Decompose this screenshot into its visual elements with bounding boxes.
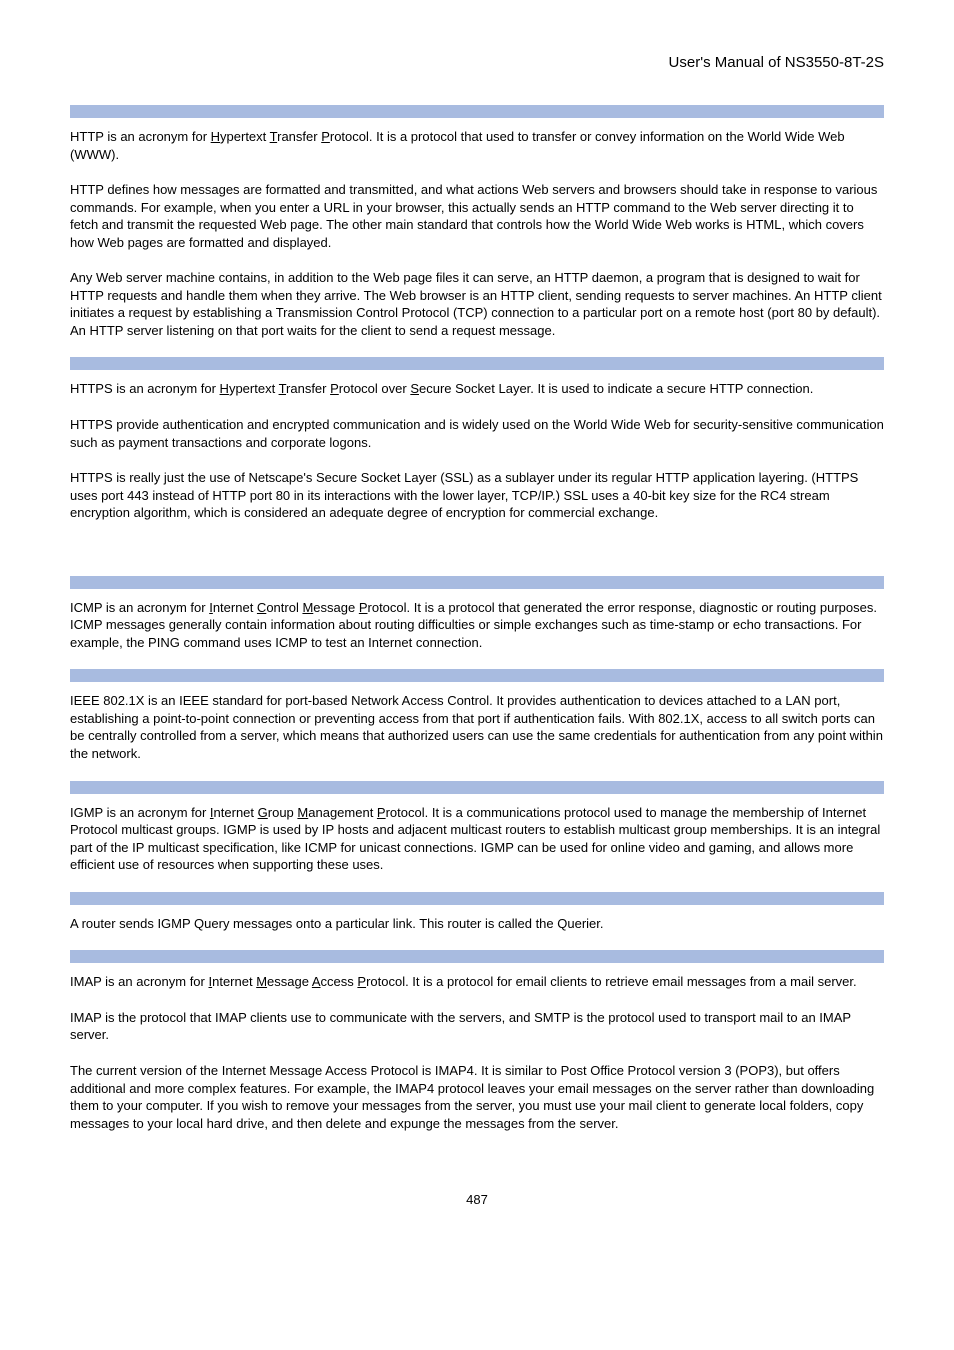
text: ccess <box>321 974 358 989</box>
imap-paragraph-3: The current version of the Internet Mess… <box>70 1062 884 1132</box>
section-bar-igmp <box>70 781 884 794</box>
http-paragraph-2: HTTP defines how messages are formatted … <box>70 181 884 251</box>
spacer <box>70 540 884 576</box>
text: nternet <box>213 600 257 615</box>
acronym-letter: H <box>220 381 229 396</box>
text: ransfer <box>286 381 330 396</box>
acronym-letter: H <box>211 129 220 144</box>
acronym-letter: A <box>312 974 321 989</box>
igmp-paragraph-1: IGMP is an acronym for Internet Group Ma… <box>70 804 884 874</box>
acronym-letter: T <box>279 381 286 396</box>
section-bar-ieee <box>70 669 884 682</box>
http-paragraph-3: Any Web server machine contains, in addi… <box>70 269 884 339</box>
text: ecure Socket Layer. It is used to indica… <box>419 381 813 396</box>
text: HTTP is an acronym for <box>70 129 211 144</box>
imap-paragraph-2: IMAP is the protocol that IMAP clients u… <box>70 1009 884 1044</box>
text: essage <box>313 600 359 615</box>
page-number: 487 <box>70 1192 884 1207</box>
text: IGMP is an acronym for <box>70 805 210 820</box>
acronym-letter: M <box>297 805 308 820</box>
text: rotocol over <box>339 381 411 396</box>
text: rotocol. It is a protocol for email clie… <box>366 974 857 989</box>
acronym-letter: C <box>257 600 266 615</box>
https-paragraph-1: HTTPS is an acronym for Hypertext Transf… <box>70 380 884 398</box>
text: ontrol <box>266 600 302 615</box>
https-paragraph-3: HTTPS is really just the use of Netscape… <box>70 469 884 522</box>
page-container: User's Manual of NS3550-8T-2S HTTP is an… <box>0 0 954 1247</box>
text: roup <box>268 805 298 820</box>
section-bar-http <box>70 105 884 118</box>
text: HTTPS is an acronym for <box>70 381 220 396</box>
acronym-letter: P <box>359 600 368 615</box>
text: ypertext <box>229 381 279 396</box>
querier-paragraph-1: A router sends IGMP Query messages onto … <box>70 915 884 933</box>
acronym-letter: P <box>330 381 339 396</box>
text: anagement <box>308 805 377 820</box>
https-paragraph-2: HTTPS provide authentication and encrypt… <box>70 416 884 451</box>
icmp-paragraph-1: ICMP is an acronym for Internet Control … <box>70 599 884 652</box>
acronym-letter: T <box>270 129 277 144</box>
section-bar-querier <box>70 892 884 905</box>
acronym-letter: P <box>357 974 366 989</box>
text: ransfer <box>277 129 321 144</box>
acronym-letter: M <box>302 600 313 615</box>
text: IMAP is an acronym for <box>70 974 208 989</box>
imap-paragraph-1: IMAP is an acronym for Internet Message … <box>70 973 884 991</box>
text: essage <box>267 974 312 989</box>
http-paragraph-1: HTTP is an acronym for Hypertext Transfe… <box>70 128 884 163</box>
document-header: User's Manual of NS3550-8T-2S <box>70 54 884 71</box>
acronym-letter: S <box>410 381 419 396</box>
section-bar-imap <box>70 950 884 963</box>
acronym-letter: G <box>258 805 268 820</box>
text: nternet <box>212 974 256 989</box>
acronym-letter: M <box>256 974 267 989</box>
text: ypertext <box>220 129 270 144</box>
section-bar-icmp <box>70 576 884 589</box>
ieee-paragraph-1: IEEE 802.1X is an IEEE standard for port… <box>70 692 884 762</box>
acronym-letter: P <box>321 129 330 144</box>
section-bar-https <box>70 357 884 370</box>
acronym-letter: P <box>377 805 386 820</box>
text: ICMP is an acronym for <box>70 600 209 615</box>
text: nternet <box>214 805 258 820</box>
